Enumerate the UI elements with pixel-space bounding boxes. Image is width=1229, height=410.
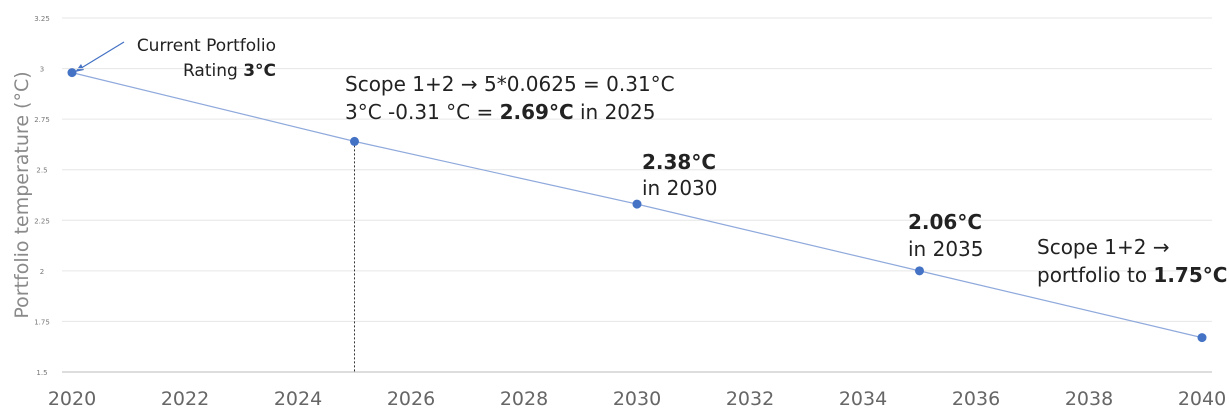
- data-point: [1197, 333, 1207, 343]
- annotation-part: in 2030: [642, 176, 718, 200]
- y-tick-label: 3: [40, 66, 44, 74]
- data-point: [67, 68, 77, 78]
- annotation-part: in 2025: [574, 100, 656, 124]
- x-tick-label: 2020: [48, 388, 96, 410]
- annotation-part: 3°C: [243, 61, 276, 81]
- annotation-arrow: [77, 41, 125, 71]
- y-tick-label: 2.5: [36, 167, 47, 175]
- annotation-part: 3°C -0.31 °C =: [345, 100, 500, 124]
- y-tick-label: 1.5: [36, 369, 47, 377]
- annotation-part: 2.38°C: [642, 150, 716, 174]
- annotation: Current Portfolio: [137, 36, 276, 56]
- x-tick-label: 2022: [161, 388, 209, 410]
- annotation-part: Current Portfolio: [137, 36, 276, 56]
- annotation-part: 1.75°C: [1153, 263, 1227, 287]
- x-tick-label: 2032: [726, 388, 774, 410]
- y-axis-label: Portfolio temperature (°C): [11, 71, 33, 318]
- annotation: Scope 1+2 →: [1037, 235, 1170, 259]
- annotation-part: portfolio to: [1037, 263, 1153, 287]
- y-tick-label: 2.75: [34, 116, 50, 124]
- data-point: [350, 136, 359, 146]
- x-tick-label: 2028: [500, 388, 548, 410]
- annotation: Rating 3°C: [183, 61, 276, 81]
- y-tick-label: 1.75: [34, 318, 50, 326]
- annotation: 3°C -0.31 °C = 2.69°C in 2025: [345, 100, 655, 124]
- y-tick-label: 3.25: [34, 15, 50, 23]
- annotation-part: in 2035: [908, 237, 984, 261]
- annotation: in 2035: [908, 237, 984, 261]
- x-tick-label: 2024: [274, 388, 322, 410]
- y-tick-label: 2: [40, 268, 44, 276]
- x-tick-label: 2036: [952, 388, 1000, 410]
- x-tick-label: 2026: [387, 388, 435, 410]
- annotation-part: Rating: [183, 61, 243, 81]
- data-point: [915, 266, 924, 276]
- x-tick-label: 2030: [613, 388, 661, 410]
- annotation-part: Scope 1+2 →: [1037, 235, 1170, 259]
- data-point: [632, 199, 642, 209]
- arrow-head: [75, 64, 84, 72]
- annotation: portfolio to 1.75°C: [1037, 263, 1227, 287]
- annotation-part: Scope 1+2 → 5*0.0625 = 0.31°C: [345, 72, 675, 96]
- annotation: Scope 1+2 → 5*0.0625 = 0.31°C: [345, 72, 675, 96]
- annotation-part: 2.06°C: [908, 210, 982, 234]
- annotation-part: 2.69°C: [500, 100, 574, 124]
- y-tick-label: 2.25: [34, 217, 50, 225]
- annotation: 2.38°C: [642, 150, 716, 174]
- annotation: 2.06°C: [908, 210, 982, 234]
- x-tick-label: 2038: [1065, 388, 1113, 410]
- x-tick-label: 2040: [1178, 388, 1226, 410]
- x-tick-label: 2034: [839, 388, 887, 410]
- annotation: in 2030: [642, 176, 718, 200]
